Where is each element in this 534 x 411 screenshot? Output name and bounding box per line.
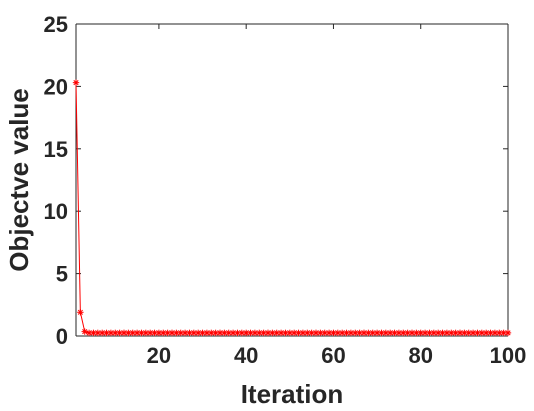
x-tick-label: 100 <box>490 343 527 368</box>
series-layer <box>72 79 512 337</box>
x-tick-label: 20 <box>147 343 171 368</box>
data-point <box>308 329 315 337</box>
data-point <box>382 329 390 337</box>
data-point <box>417 329 424 337</box>
x-tick-label: 80 <box>408 343 432 368</box>
y-tick-label: 25 <box>44 12 68 37</box>
tick-labels: 20 40 60 80 100 0 5 10 15 20 25 <box>44 12 527 368</box>
y-tick-label: 15 <box>44 137 68 162</box>
data-point <box>338 329 346 337</box>
y-tick-label: 10 <box>44 199 68 224</box>
data-point <box>317 329 324 337</box>
data-point <box>443 329 451 337</box>
data-point <box>221 329 228 337</box>
data-point <box>107 329 115 337</box>
data-point <box>487 329 494 337</box>
data-point <box>391 329 398 337</box>
y-tick-label: 5 <box>56 262 68 287</box>
data-point <box>142 329 150 337</box>
data-point <box>312 329 320 337</box>
data-point <box>77 309 84 316</box>
x-axis-label: Iteration <box>241 379 344 409</box>
data-point <box>282 329 289 337</box>
data-point <box>133 329 141 337</box>
data-point <box>404 329 411 337</box>
data-point <box>347 329 355 337</box>
data-point <box>90 329 97 337</box>
data-point <box>72 79 80 86</box>
y-tick-label: 0 <box>56 324 68 349</box>
data-point <box>365 329 372 337</box>
y-tick-label: 20 <box>44 74 68 99</box>
data-point <box>146 329 154 337</box>
x-tick-label: 40 <box>234 343 258 368</box>
data-point <box>190 329 198 337</box>
data-point <box>173 329 180 337</box>
data-point <box>299 329 307 337</box>
data-point <box>81 328 88 335</box>
data-point <box>474 329 481 337</box>
x-tick-label: 60 <box>321 343 345 368</box>
data-point <box>151 329 158 337</box>
data-point <box>290 329 298 337</box>
data-point <box>421 329 429 337</box>
data-point <box>465 329 472 337</box>
data-point <box>112 329 119 337</box>
data-point <box>160 329 167 337</box>
data-point <box>496 329 503 337</box>
data-point <box>478 329 486 337</box>
data-point <box>434 329 442 337</box>
plot-area <box>76 24 508 336</box>
data-point <box>504 329 512 337</box>
y-axis-label: Objectve value <box>4 88 34 272</box>
